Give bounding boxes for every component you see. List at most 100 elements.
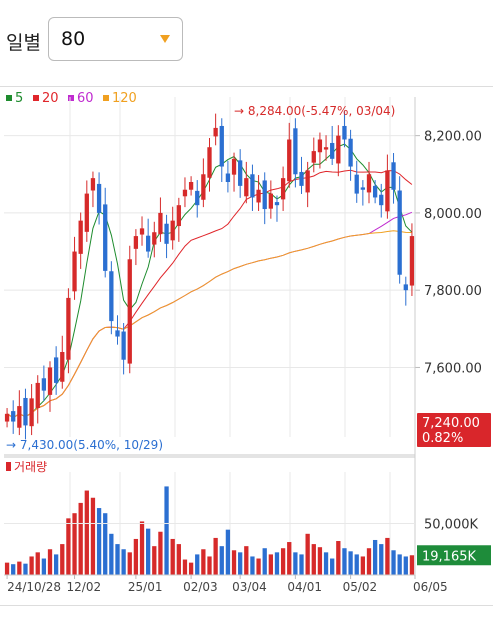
date-axis: 24/10/28 12/02 25/01 02/03 03/04 04/01 05/02 06… bbox=[6, 575, 448, 594]
volume-bar bbox=[139, 521, 145, 575]
volume-bar bbox=[4, 562, 10, 575]
candle-body bbox=[29, 398, 34, 427]
period-select[interactable]: 80 bbox=[48, 17, 183, 61]
candle-body bbox=[41, 378, 47, 391]
legend-swatch-5 bbox=[6, 95, 12, 101]
volume-bar bbox=[60, 544, 65, 575]
volume-bar bbox=[299, 554, 304, 575]
volume-bar bbox=[182, 559, 188, 575]
volume-bar bbox=[109, 533, 114, 575]
volume-bar bbox=[121, 549, 126, 575]
candle-body bbox=[348, 138, 353, 167]
date-tick-label: 05/02 bbox=[343, 580, 378, 594]
candle-body bbox=[115, 330, 120, 337]
current-volume-value: 19,165K bbox=[422, 549, 476, 564]
volume-bar bbox=[164, 486, 169, 575]
current-volume-badge bbox=[417, 545, 491, 566]
legend-swatch-120 bbox=[103, 95, 109, 101]
candle-body bbox=[244, 178, 249, 197]
candle-body bbox=[17, 406, 22, 428]
volume-bar bbox=[47, 549, 53, 575]
chart-canvas: 5 20 60 120 8,200.00 8,000.00 7,800.00 7,600.0… bbox=[4, 91, 491, 594]
candle-body bbox=[372, 185, 378, 198]
candle-body bbox=[311, 151, 316, 163]
candle-body bbox=[280, 178, 286, 200]
volume-bar bbox=[379, 544, 384, 575]
legend-label-5: 5 bbox=[15, 91, 23, 106]
candle-body bbox=[84, 193, 89, 232]
candle-body bbox=[35, 382, 40, 409]
candle-body bbox=[72, 251, 77, 292]
candle-body bbox=[391, 162, 396, 190]
volume-bar bbox=[158, 531, 163, 575]
volume-bar bbox=[41, 558, 47, 575]
volume-tick-label: 50,000K bbox=[424, 518, 478, 533]
volume-bar bbox=[170, 538, 175, 575]
volume-bar bbox=[385, 537, 390, 575]
candle-body bbox=[53, 357, 59, 383]
candle-body bbox=[66, 297, 71, 360]
volume-bar bbox=[354, 554, 359, 575]
volume-bar bbox=[201, 549, 206, 575]
volume-bar bbox=[78, 502, 83, 575]
candle-body bbox=[342, 125, 347, 140]
volume-bar bbox=[397, 554, 402, 575]
price-axis: 8,200.00 8,000.00 7,800.00 7,600.00 bbox=[414, 97, 482, 575]
candle-body bbox=[330, 142, 335, 159]
price-tick-label: 7,800.00 bbox=[424, 284, 482, 299]
candle-body bbox=[182, 189, 188, 197]
legend-swatch-60 bbox=[68, 95, 74, 101]
legend-label-20: 20 bbox=[42, 91, 59, 106]
volume-bar bbox=[262, 548, 267, 575]
candle-body bbox=[262, 180, 267, 210]
volume-bar bbox=[293, 552, 298, 575]
candle-body bbox=[323, 147, 329, 150]
candle-body bbox=[188, 182, 194, 190]
volume-bar bbox=[207, 556, 212, 575]
candle-body bbox=[256, 189, 261, 203]
volume-bar bbox=[238, 552, 243, 575]
volume-bar bbox=[348, 551, 353, 575]
period-label: 일별 bbox=[6, 32, 41, 54]
volume-bar bbox=[188, 562, 194, 575]
volume-bar bbox=[115, 544, 120, 575]
volume-label: 거래량 bbox=[14, 460, 47, 474]
candlesticks bbox=[4, 110, 415, 440]
stock-chart[interactable]: 5 20 60 120 8,200.00 8,000.00 7,800.00 7,600.0… bbox=[0, 86, 493, 606]
volume-bar bbox=[127, 552, 132, 575]
ma-line-20 bbox=[6, 169, 413, 419]
volume-bar bbox=[244, 546, 249, 575]
volume-bar bbox=[96, 508, 102, 575]
volume-bar bbox=[403, 556, 408, 575]
candle-body bbox=[397, 190, 402, 275]
candle-body bbox=[379, 194, 384, 206]
date-tick-label: 04/01 bbox=[287, 580, 322, 594]
candle-body bbox=[354, 174, 359, 194]
ma-line-120 bbox=[6, 230, 412, 419]
candle-body bbox=[293, 128, 298, 175]
candle-body bbox=[90, 178, 96, 191]
candle-body bbox=[170, 220, 175, 241]
candle-body bbox=[238, 160, 243, 186]
volume-panel: 거래량 50,000K 19,165K bbox=[4, 460, 491, 576]
date-tick-label: 02/03 bbox=[183, 580, 218, 594]
candle-body bbox=[409, 236, 415, 286]
candle-body bbox=[146, 235, 151, 252]
date-tick-label: 06/05 bbox=[413, 580, 448, 594]
candle-body bbox=[4, 413, 10, 422]
date-tick-label: 24/10/28 bbox=[7, 580, 61, 594]
volume-bar bbox=[146, 528, 151, 575]
volume-bar bbox=[66, 518, 71, 575]
volume-bar bbox=[219, 546, 224, 575]
volume-bar bbox=[225, 529, 231, 575]
candle-body bbox=[231, 158, 237, 175]
candle-body bbox=[274, 202, 280, 206]
candle-body bbox=[366, 174, 372, 193]
volume-bar bbox=[268, 554, 273, 575]
volume-bar bbox=[323, 552, 329, 575]
legend-swatch-20 bbox=[33, 95, 39, 101]
legend-label-120: 120 bbox=[112, 91, 137, 106]
price-grid bbox=[4, 97, 415, 575]
volume-bar bbox=[84, 490, 89, 575]
volume-bar bbox=[366, 548, 372, 575]
